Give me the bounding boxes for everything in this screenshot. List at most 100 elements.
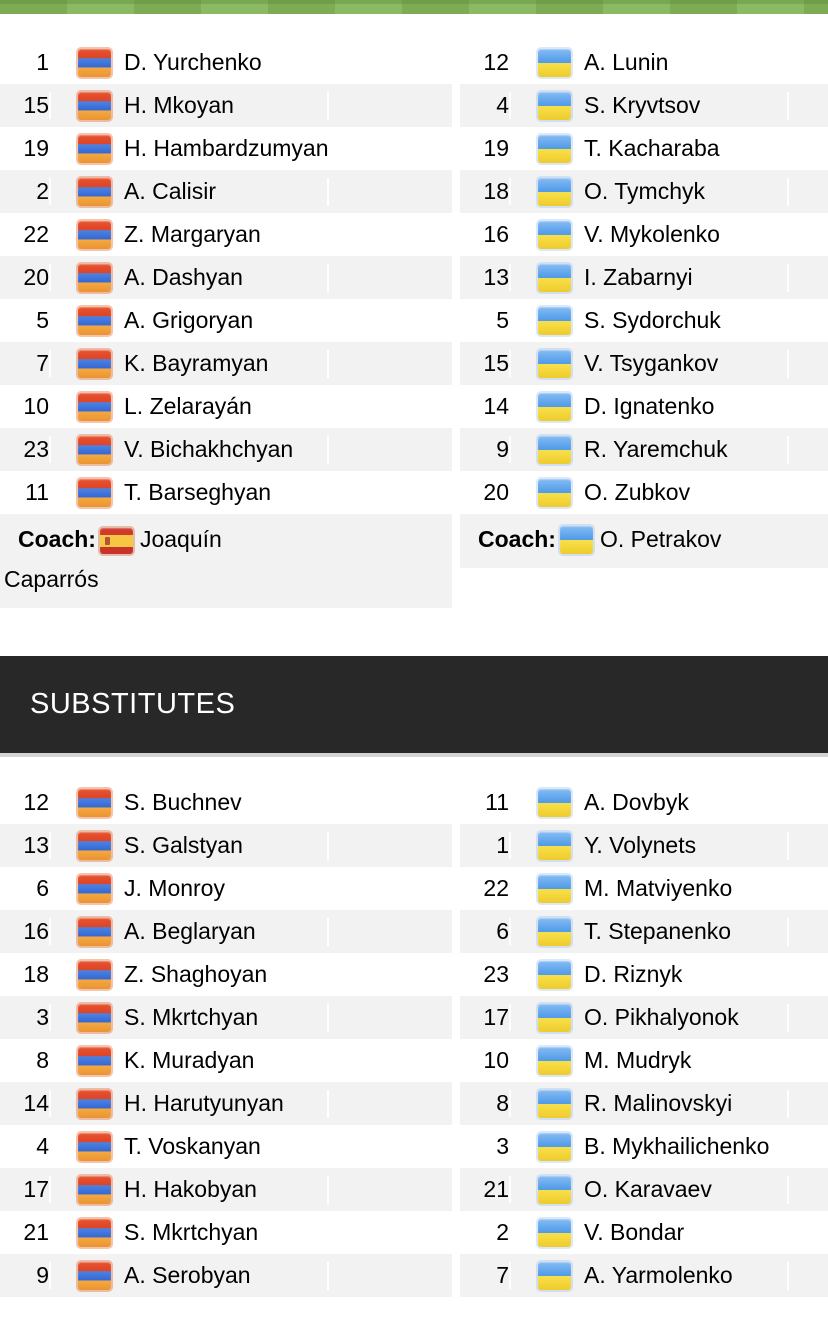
player-name: H. Hakobyan <box>124 1176 257 1202</box>
row-filler <box>329 953 452 996</box>
row-filler <box>329 867 452 910</box>
player-row[interactable]: 4 S. Kryvtsov <box>460 84 828 127</box>
player-row[interactable]: 14 H. Harutyunyan <box>0 1082 452 1125</box>
player-row[interactable]: 3 S. Mkrtchyan <box>0 996 452 1039</box>
player-row[interactable]: 2 A. Calisir <box>0 170 452 213</box>
ukraine-flag-icon <box>538 48 571 77</box>
ukraine-flag-icon <box>538 1132 571 1161</box>
player-row[interactable]: 21 O. Karavaev <box>460 1168 828 1211</box>
armenia-flag-icon <box>78 263 111 292</box>
player-row[interactable]: 17 O. Pikhalyonok <box>460 996 828 1039</box>
player-row[interactable]: 6 T. Stepanenko <box>460 910 828 953</box>
row-filler <box>789 824 828 867</box>
ukraine-flag-icon <box>538 1089 571 1118</box>
player-name: T. Kacharaba <box>584 135 720 161</box>
player-row[interactable]: 4 T. Voskanyan <box>0 1125 452 1168</box>
player-row[interactable]: 10 L. Zelarayán <box>0 385 452 428</box>
player-name: I. Zabarnyi <box>584 264 693 290</box>
player-number: 5 <box>460 307 511 334</box>
player-cell: S. Sydorchuk <box>511 306 789 335</box>
player-row[interactable]: 18 Z. Shaghoyan <box>0 953 452 996</box>
player-row[interactable]: 16 V. Mykolenko <box>460 213 828 256</box>
player-cell: K. Muradyan <box>51 1046 329 1075</box>
home-player-list: 1 D. Yurchenko 15 H. Mkoyan 19 H. Hambardzumy… <box>0 41 452 514</box>
player-cell: V. Bondar <box>511 1218 789 1247</box>
player-name: S. Mkrtchyan <box>124 1004 259 1030</box>
row-filler <box>329 213 452 256</box>
player-row[interactable]: 19 H. Hambardzumyan <box>0 127 452 170</box>
player-row[interactable]: 9 R. Yaremchuk <box>460 428 828 471</box>
player-row[interactable]: 22 M. Matviyenko <box>460 867 828 910</box>
player-name: V. Bondar <box>584 1219 685 1245</box>
player-name: A. Calisir <box>124 178 217 204</box>
player-number: 13 <box>0 832 51 859</box>
player-row[interactable]: 14 D. Ignatenko <box>460 385 828 428</box>
ukraine-flag-icon <box>538 1218 571 1247</box>
player-name: V. Tsygankov <box>584 350 719 376</box>
player-row[interactable]: 9 A. Serobyan <box>0 1254 452 1297</box>
player-row[interactable]: 2 V. Bondar <box>460 1211 828 1254</box>
player-row[interactable]: 20 A. Dashyan <box>0 256 452 299</box>
player-row[interactable]: 17 H. Hakobyan <box>0 1168 452 1211</box>
player-row[interactable]: 13 S. Galstyan <box>0 824 452 867</box>
player-row[interactable]: 11 A. Dovbyk <box>460 781 828 824</box>
player-cell: S. Kryvtsov <box>511 91 789 120</box>
player-name: D. Ignatenko <box>584 393 715 419</box>
player-row[interactable]: 15 H. Mkoyan <box>0 84 452 127</box>
player-row[interactable]: 20 O. Zubkov <box>460 471 828 514</box>
player-row[interactable]: 8 K. Muradyan <box>0 1039 452 1082</box>
row-filler <box>789 299 828 342</box>
player-row[interactable]: 5 S. Sydorchuk <box>460 299 828 342</box>
player-row[interactable]: 16 A. Beglaryan <box>0 910 452 953</box>
player-number: 20 <box>460 479 511 506</box>
armenia-flag-icon <box>78 874 111 903</box>
player-number: 10 <box>0 393 51 420</box>
row-filler <box>789 213 828 256</box>
player-row[interactable]: 11 T. Barseghyan <box>0 471 452 514</box>
armenia-flag-icon <box>78 349 111 378</box>
player-row[interactable]: 23 D. Riznyk <box>460 953 828 996</box>
player-cell: D. Yurchenko <box>51 48 329 77</box>
player-row[interactable]: 5 A. Grigoryan <box>0 299 452 342</box>
player-cell: A. Serobyan <box>51 1261 329 1290</box>
player-row[interactable]: 22 Z. Margaryan <box>0 213 452 256</box>
row-filler <box>789 1211 828 1254</box>
player-number: 16 <box>0 918 51 945</box>
player-row[interactable]: 7 K. Bayramyan <box>0 342 452 385</box>
player-row[interactable]: 15 V. Tsygankov <box>460 342 828 385</box>
away-substitutes-roster: 11 A. Dovbyk 1 Y. Volynets 22 M. Matviyenko 6 T… <box>460 781 828 1297</box>
player-cell: V. Bichakhchyan <box>51 435 329 464</box>
player-number: 6 <box>460 918 511 945</box>
player-row[interactable]: 18 O. Tymchyk <box>460 170 828 213</box>
player-row[interactable]: 10 M. Mudryk <box>460 1039 828 1082</box>
player-row[interactable]: 13 I. Zabarnyi <box>460 256 828 299</box>
player-cell: V. Mykolenko <box>511 220 789 249</box>
player-row[interactable]: 1 Y. Volynets <box>460 824 828 867</box>
ukraine-flag-icon <box>538 960 571 989</box>
player-number: 20 <box>0 264 51 291</box>
ukraine-flag-icon <box>538 1175 571 1204</box>
player-row[interactable]: 6 J. Monroy <box>0 867 452 910</box>
player-row[interactable]: 23 V. Bichakhchyan <box>0 428 452 471</box>
player-name: O. Tymchyk <box>584 178 705 204</box>
player-name: A. Lunin <box>584 49 669 75</box>
armenia-flag-icon <box>78 1261 111 1290</box>
home-roster: 1 D. Yurchenko 15 H. Mkoyan 19 H. Hambardzumy… <box>0 41 452 608</box>
row-filler <box>789 428 828 471</box>
row-filler <box>329 256 452 299</box>
player-row[interactable]: 1 D. Yurchenko <box>0 41 452 84</box>
player-name: R. Yaremchuk <box>584 436 728 462</box>
player-row[interactable]: 19 T. Kacharaba <box>460 127 828 170</box>
player-row[interactable]: 21 S. Mkrtchyan <box>0 1211 452 1254</box>
armenia-flag-icon <box>78 1046 111 1075</box>
row-filler <box>789 170 828 213</box>
player-row[interactable]: 12 A. Lunin <box>460 41 828 84</box>
row-filler <box>329 385 452 428</box>
player-cell: K. Bayramyan <box>51 349 329 378</box>
substitutes-header: SUBSTITUTES <box>0 656 828 757</box>
player-row[interactable]: 7 A. Yarmolenko <box>460 1254 828 1297</box>
player-cell: O. Karavaev <box>511 1175 789 1204</box>
player-row[interactable]: 8 R. Malinovskyi <box>460 1082 828 1125</box>
player-row[interactable]: 3 B. Mykhailichenko <box>460 1125 828 1168</box>
player-row[interactable]: 12 S. Buchnev <box>0 781 452 824</box>
